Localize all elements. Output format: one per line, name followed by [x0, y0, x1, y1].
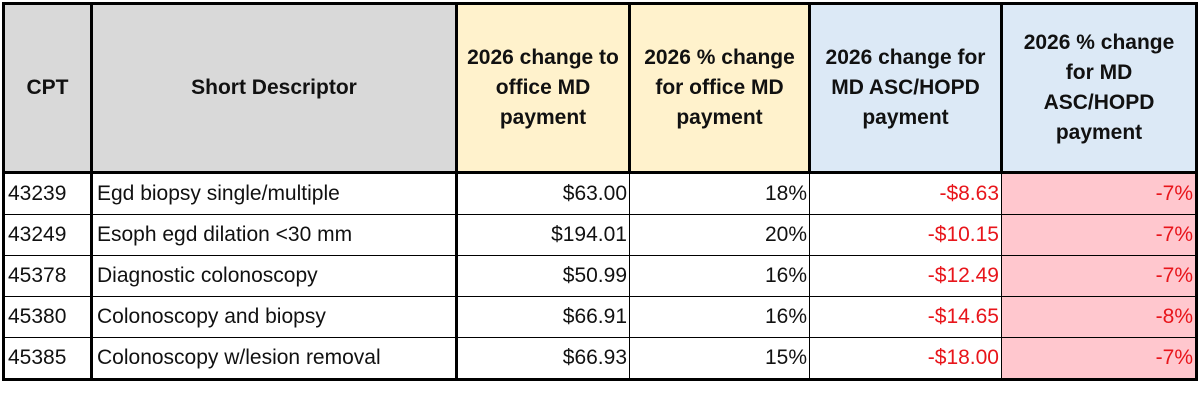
- cell-office-pct: 15%: [629, 337, 810, 381]
- header-cpt: CPT: [2, 2, 93, 174]
- cell-asc-change: -$12.49: [809, 255, 1002, 297]
- header-row: CPT Short Descriptor 2026 change to offi…: [2, 2, 1198, 174]
- header-office-change: 2026 change to office MD payment: [455, 2, 631, 174]
- cell-descriptor: Egd biopsy single/multiple: [91, 172, 458, 215]
- cell-asc-change: -$18.00: [809, 337, 1002, 381]
- header-asc-pct-change: 2026 % change for MD ASC/HOPD payment: [1000, 2, 1198, 174]
- table-row: 43249 Esoph egd dilation <30 mm $194.01 …: [2, 214, 1198, 256]
- cell-office-pct: 20%: [629, 214, 810, 256]
- cell-descriptor: Colonoscopy w/lesion removal: [91, 337, 458, 381]
- table-row: 43239 Egd biopsy single/multiple $63.00 …: [2, 172, 1198, 215]
- cell-cpt: 45385: [2, 337, 93, 381]
- header-asc-change: 2026 change for MD ASC/HOPD payment: [808, 2, 1003, 174]
- cell-descriptor: Esoph egd dilation <30 mm: [91, 214, 458, 256]
- cell-asc-pct: -7%: [1001, 214, 1198, 256]
- cell-cpt: 43239: [2, 172, 93, 215]
- cell-asc-change: -$10.15: [809, 214, 1002, 256]
- cell-asc-pct: -7%: [1001, 255, 1198, 297]
- header-short-descriptor: Short Descriptor: [90, 2, 458, 174]
- cell-asc-change: -$8.63: [809, 172, 1002, 215]
- cell-cpt: 45380: [2, 296, 93, 338]
- cell-office-pct: 16%: [629, 296, 810, 338]
- header-office-pct-change: 2026 % change for office MD payment: [628, 2, 811, 174]
- cell-cpt: 45378: [2, 255, 93, 297]
- cell-asc-pct: -7%: [1001, 172, 1198, 215]
- cell-asc-pct: -7%: [1001, 337, 1198, 381]
- table-row: 45378 Diagnostic colonoscopy $50.99 16% …: [2, 255, 1198, 297]
- cell-office-change: $66.93: [456, 337, 630, 381]
- cell-descriptor: Colonoscopy and biopsy: [91, 296, 458, 338]
- cell-office-change: $50.99: [456, 255, 630, 297]
- cell-office-pct: 18%: [629, 172, 810, 215]
- cell-office-change: $194.01: [456, 214, 630, 256]
- cell-asc-pct: -8%: [1001, 296, 1198, 338]
- cell-office-change: $63.00: [456, 172, 630, 215]
- cell-descriptor: Diagnostic colonoscopy: [91, 255, 458, 297]
- cell-asc-change: -$14.65: [809, 296, 1002, 338]
- cell-office-pct: 16%: [629, 255, 810, 297]
- cell-office-change: $66.91: [456, 296, 630, 338]
- table-row: 45385 Colonoscopy w/lesion removal $66.9…: [2, 337, 1198, 381]
- table-row: 45380 Colonoscopy and biopsy $66.91 16% …: [2, 296, 1198, 338]
- payment-change-table: CPT Short Descriptor 2026 change to offi…: [2, 2, 1198, 381]
- cell-cpt: 43249: [2, 214, 93, 256]
